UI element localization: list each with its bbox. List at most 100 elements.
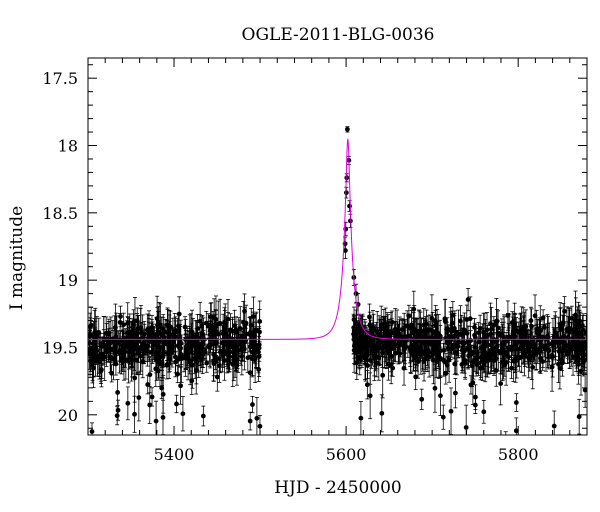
data-point [106,344,111,350]
data-point [344,126,350,132]
data-point [485,358,491,364]
data-point [154,352,160,358]
data-point [426,337,432,343]
data-point [250,402,255,407]
y-tick-label: 18 [58,137,78,156]
data-point [422,333,428,339]
data-point [450,312,456,318]
data-point [576,414,582,420]
data-point [529,323,534,329]
data-point [98,341,104,346]
data-point [386,331,392,337]
data-point [195,326,201,331]
data-point [533,351,539,357]
data-point [129,358,135,363]
data-point [103,330,109,336]
data-point [244,331,250,337]
data-point [203,320,209,326]
data-point [556,340,562,346]
data-point [351,337,357,343]
data-point [532,342,538,347]
data-point [473,349,479,355]
data-point [176,323,181,329]
data-point [103,349,109,355]
data-point [354,360,360,366]
data-point [429,315,435,321]
data-point [461,328,466,334]
data-point [378,339,384,345]
data-point [247,418,253,424]
data-point [234,362,240,368]
data-point [530,364,536,370]
data-point [182,324,188,330]
data-point [167,342,173,348]
data-point [219,340,225,346]
data-point [495,325,501,331]
data-point [156,320,161,325]
data-point [253,328,259,334]
data-point [166,331,172,337]
data-point [415,359,421,365]
data-point [420,349,425,355]
data-point [199,330,205,336]
x-axis-label: HJD - 2450000 [274,478,402,498]
data-point [115,390,121,395]
data-point [482,333,488,338]
data-point [125,400,131,406]
data-point [256,345,262,351]
data-point [465,297,471,302]
data-point [564,328,570,334]
data-point [358,415,364,421]
data-point [354,321,359,327]
data-point [577,340,583,346]
chart-title: OGLE-2011-BLG-0036 [242,25,435,45]
data-point [438,393,443,399]
data-point [146,336,152,341]
data-point [560,320,566,326]
data-point [517,328,523,334]
data-point [463,425,469,430]
data-point [387,351,392,356]
data-point [395,334,401,340]
data-point [107,354,113,360]
data-point [131,322,137,327]
data-point [194,354,200,360]
data-point [550,342,555,348]
data-point [197,344,203,350]
data-point [579,347,585,352]
data-point [123,358,129,363]
data-point [149,394,155,400]
data-point [204,360,210,366]
data-point [513,400,519,405]
data-point [465,345,471,350]
data-point [215,321,221,327]
data-point [200,413,206,419]
data-point [551,423,557,429]
data-point [370,346,376,352]
data-point [412,347,417,352]
y-tick-label: 19.5 [42,338,78,357]
data-point [452,328,458,334]
data-point [550,354,556,360]
data-point [248,329,253,335]
data-point [443,371,449,376]
data-point [148,330,154,336]
data-point [190,362,195,368]
data-point [382,330,387,336]
data-point [423,353,429,358]
data-point [448,333,453,339]
y-tick-label: 19 [58,271,78,290]
data-point [582,357,587,363]
data-point [113,325,118,330]
data-point [135,339,141,345]
data-point [220,353,226,358]
data-point [472,402,478,408]
data-point [89,429,95,434]
data-point [468,382,474,388]
data-point [448,408,454,414]
data-point [367,393,373,399]
data-point [569,315,575,321]
data-point [401,337,407,343]
data-point [535,326,540,332]
data-point [115,407,121,413]
